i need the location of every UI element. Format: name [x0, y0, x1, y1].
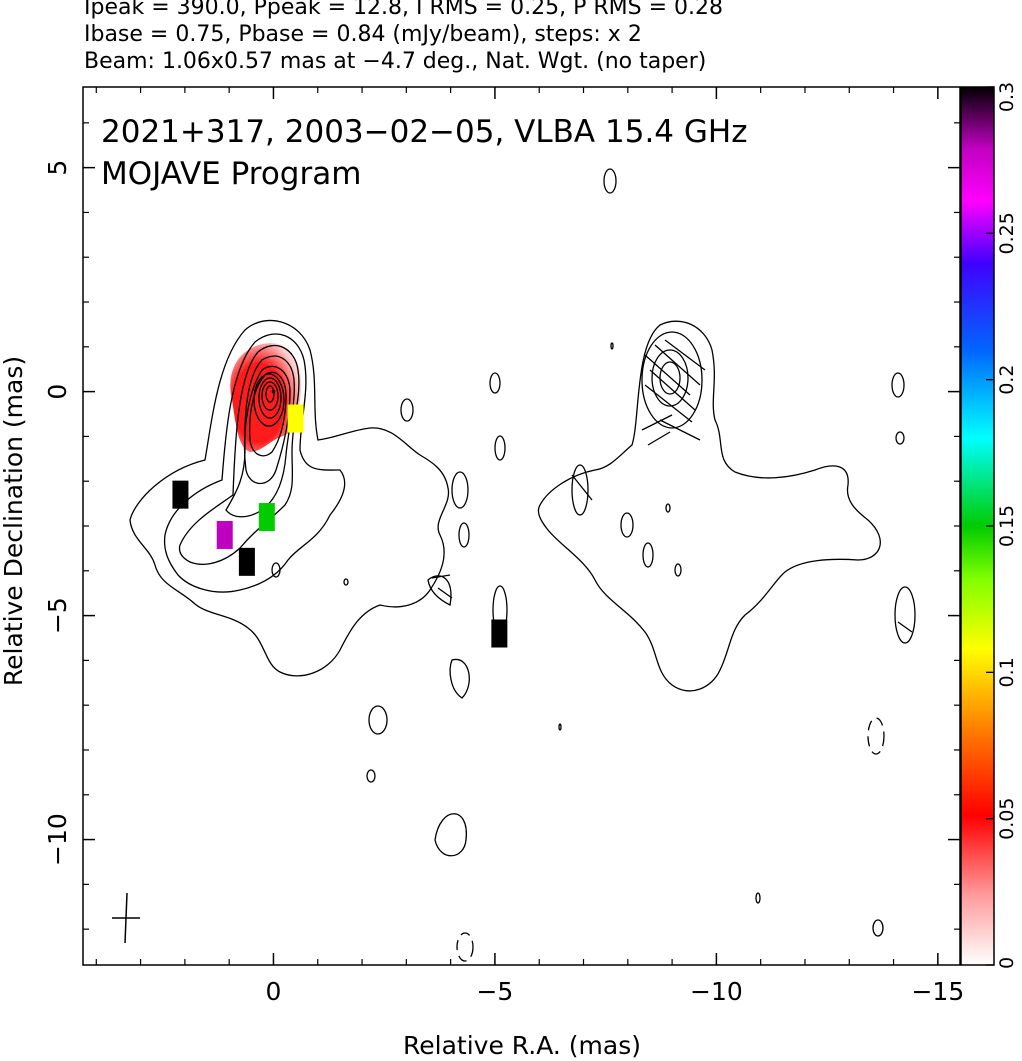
colorbar-tick-label: 0.3 — [996, 82, 1018, 112]
x-tick-label: −15 — [911, 977, 964, 1006]
pol-pixel — [258, 503, 275, 532]
pol-pixel — [216, 520, 233, 549]
colorbar-tick-label: 0.25 — [996, 212, 1018, 254]
pol-pixel — [172, 480, 189, 509]
colorbar-tick-label: 0.2 — [996, 365, 1018, 395]
header-line-2: Ibase = 0.75, Pbase = 0.84 (mJy/beam), s… — [84, 22, 642, 47]
pol-pixel — [238, 547, 255, 576]
pol-pixel — [287, 404, 304, 433]
x-tick-label: 0 — [266, 977, 282, 1006]
colorbar-tick-label: 0.1 — [996, 657, 1018, 687]
header-line-3: Beam: 1.06x0.57 mas at −4.7 deg., Nat. W… — [84, 49, 707, 74]
x-tick-label: −5 — [476, 977, 513, 1006]
pol-vectors — [179, 339, 913, 633]
colorbar-tick-label: 0 — [996, 957, 1018, 969]
colorbar-tick-label: 0.05 — [996, 798, 1018, 840]
negative-contours — [456, 717, 885, 962]
intensity-contours — [129, 168, 916, 937]
chart-title-line-1: 2021+317, 2003−02−05, VLBA 15.4 GHz — [101, 114, 747, 150]
chart-title-line-2: MOJAVE Program — [101, 156, 361, 192]
colorbar-tick-label: 0.15 — [996, 505, 1018, 547]
x-tick-label: −10 — [690, 977, 743, 1006]
y-axis-label: Relative Declination (mas) — [0, 356, 28, 686]
x-axis-label: Relative R.A. (mas) — [403, 1031, 641, 1060]
beam-marker — [112, 892, 140, 944]
y-tick-label: 5 — [43, 160, 72, 176]
y-tick-label: −5 — [43, 597, 72, 634]
core-marker — [271, 389, 276, 394]
header-line-1: Ipeak = 390.0, Ppeak = 12.8, I RMS = 0.2… — [84, 0, 723, 20]
plot-frame — [82, 86, 961, 966]
pol-pixel — [491, 619, 508, 648]
y-tick-label: −10 — [43, 813, 72, 866]
y-tick-label: 0 — [43, 384, 72, 400]
